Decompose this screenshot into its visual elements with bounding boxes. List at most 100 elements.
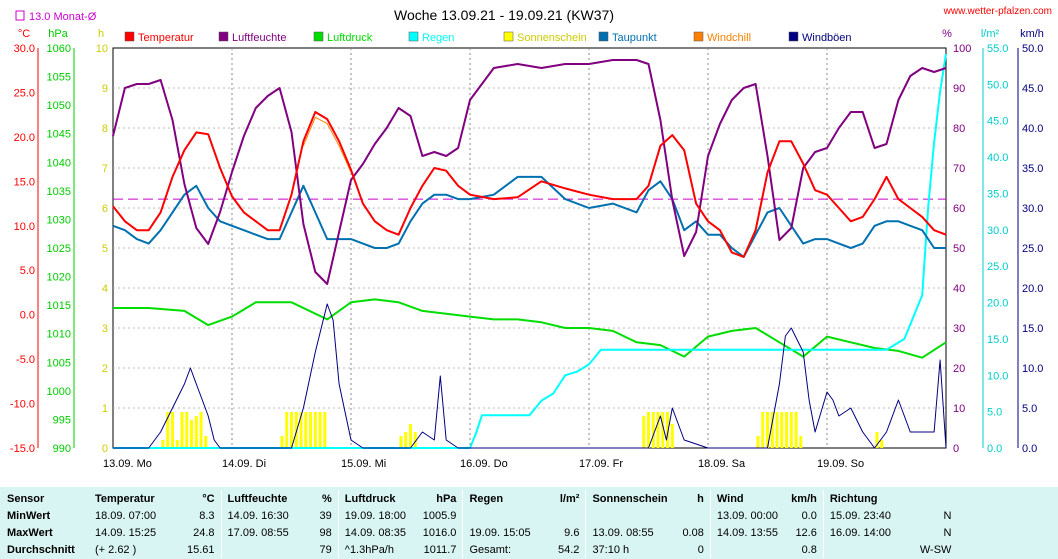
axis-tick-label-wind: 20.0 xyxy=(1022,283,1043,295)
axis-tick-label-rain: 35.0 xyxy=(987,188,1008,200)
axis-tick-label-sunshine: 3 xyxy=(102,323,108,335)
stats-cell-value: 9.6 xyxy=(564,526,580,539)
stats-row-avg: Durchschnitt (+ 2.62 ) 15.61 79 ^1.3hPa/… xyxy=(0,541,957,558)
stats-header-temperatur: Temperatur xyxy=(95,492,155,505)
axis-tick-label-pressure: 1000 xyxy=(47,386,71,398)
stats-header-luftfeuchte: Luftfeuchte xyxy=(220,490,320,507)
legend-label: Windböen xyxy=(802,32,852,44)
sunshine-bar xyxy=(299,412,303,448)
axis-tick-label-wind: 25.0 xyxy=(1022,243,1043,255)
x-axis-day-label: 14.09. Di xyxy=(222,458,266,470)
axis-unit-temperature: °C xyxy=(18,28,30,40)
axis-tick-label-pressure: 1060 xyxy=(47,43,71,55)
axis-tick-label-pressure: 1025 xyxy=(47,243,71,255)
stats-cell-value: 1016.0 xyxy=(422,526,457,539)
stats-header-luftdruck-unit: hPa xyxy=(436,492,457,505)
axis-tick-label-rain: 5.0 xyxy=(987,407,1002,419)
stats-header-regen: Regen xyxy=(462,490,558,507)
axis-unit-wind: km/h xyxy=(1020,28,1044,40)
sunshine-bar xyxy=(789,412,793,448)
stats-cell-time xyxy=(462,507,558,524)
sunshine-bar xyxy=(161,440,165,448)
sunshine-bar xyxy=(404,432,408,448)
stats-header-sensor: Sensor xyxy=(7,492,45,505)
sunshine-bar xyxy=(666,412,670,448)
stats-header-sonnenschein: Sonnenschein xyxy=(585,490,683,507)
axis-tick-label-sunshine: 10 xyxy=(96,43,108,55)
axis-tick-label-rain: 15.0 xyxy=(987,334,1008,346)
sunshine-bar xyxy=(780,412,784,448)
stats-cell-value: 8.3 xyxy=(199,509,215,522)
stats-header-richtung-unit xyxy=(920,490,958,507)
axis-tick-label-temperature: -15.0 xyxy=(10,443,35,455)
axis-tick-label-humidity: 10 xyxy=(953,403,965,415)
series-line-luftfeuchte xyxy=(112,59,947,285)
stats-cell-time: 16.09. 14:00 xyxy=(822,524,920,541)
x-axis-day-label: 13.09. Mo xyxy=(103,458,152,470)
legend-swatch xyxy=(408,31,419,42)
stats-cell-value: W-SW xyxy=(919,543,952,556)
legend-swatch xyxy=(598,31,609,42)
stats-cell-time: 37:10 h xyxy=(585,541,683,558)
series-line-regen xyxy=(113,53,947,449)
sunshine-bar xyxy=(756,436,760,448)
axis-tick-label-temperature: 5.0 xyxy=(20,265,35,277)
stats-cell-time: 15.09. 23:40 xyxy=(822,507,920,524)
stats-cell-time: 19.09. 15:05 xyxy=(462,524,558,541)
stats-header-luftfeuchte-unit: % xyxy=(322,492,332,505)
axis-tick-label-wind: 0.0 xyxy=(1022,443,1037,455)
axis-tick-label-temperature: -10.0 xyxy=(10,399,35,411)
axis-tick-label-rain: 45.0 xyxy=(987,116,1008,128)
source-link[interactable]: www.wetter-pfalzen.com xyxy=(943,6,1052,17)
sunshine-bar xyxy=(656,412,660,448)
stats-cell-value: 54.2 xyxy=(558,543,580,556)
axis-tick-label-humidity: 100 xyxy=(953,43,971,55)
axis-tick-label-wind: 45.0 xyxy=(1022,83,1043,95)
legend-label: Luftdruck xyxy=(327,32,373,44)
x-axis-day-label: 18.09. Sa xyxy=(698,458,746,470)
stats-cell-value: 0.8 xyxy=(801,543,817,556)
axis-tick-label-sunshine: 2 xyxy=(102,363,108,375)
axis-tick-label-humidity: 70 xyxy=(953,163,965,175)
axis-tick-label-wind: 40.0 xyxy=(1022,123,1043,135)
stats-cell-value xyxy=(557,507,586,524)
stats-cell-time: (+ 2.62 ) xyxy=(95,543,137,556)
stats-header-regen-unit: l/m² xyxy=(559,492,580,505)
stats-header-richtung: Richtung xyxy=(822,490,920,507)
axis-tick-label-wind: 5.0 xyxy=(1022,403,1037,415)
axis-tick-label-temperature: 0.0 xyxy=(20,310,35,322)
stats-cell-time: 14.09. 15:25 xyxy=(95,526,157,539)
axis-tick-label-pressure: 1035 xyxy=(47,186,71,198)
axis-tick-label-rain: 55.0 xyxy=(987,43,1008,55)
sunshine-bar xyxy=(775,412,779,448)
sunshine-bar xyxy=(642,416,646,448)
axis-tick-label-pressure: 1045 xyxy=(47,129,71,141)
stats-cell-value: 39 xyxy=(319,509,332,522)
axis-tick-label-sunshine: 1 xyxy=(102,403,108,415)
monthly-avg-legend-icon xyxy=(15,10,25,21)
sunshine-bar xyxy=(413,432,417,448)
sunshine-bar xyxy=(280,436,284,448)
stats-cell-value: N xyxy=(943,509,952,522)
sunshine-bar xyxy=(661,412,665,448)
legend-label: Luftfeuchte xyxy=(232,32,286,44)
sunshine-bar xyxy=(647,412,650,448)
sunshine-bar xyxy=(290,412,293,448)
stats-cell-value: N xyxy=(943,526,952,539)
series-line-windchill xyxy=(302,116,352,173)
stats-cell-value xyxy=(682,507,710,524)
sunshine-bar xyxy=(670,424,674,448)
sunshine-bar xyxy=(304,412,308,448)
axis-tick-label-temperature: 25.0 xyxy=(14,87,35,99)
sunshine-bar xyxy=(199,412,203,448)
weather-chart: Woche 13.09.21 - 19.09.21 (KW37) www.wet… xyxy=(9,6,1052,470)
stats-cell-value: 0.0 xyxy=(801,509,817,522)
axis-tick-label-sunshine: 4 xyxy=(102,283,108,295)
stats-cell-time: 18.09. 07:00 xyxy=(95,509,157,522)
stats-header-wind: Wind xyxy=(709,490,787,507)
axis-tick-label-humidity: 20 xyxy=(953,363,965,375)
stats-cell-time xyxy=(709,541,787,558)
legend-swatch xyxy=(218,31,229,42)
stats-row-min: MinWert 18.09. 07:00 8.3 14.09. 16:30 39… xyxy=(0,507,957,524)
legend-label: Regen xyxy=(422,32,454,44)
